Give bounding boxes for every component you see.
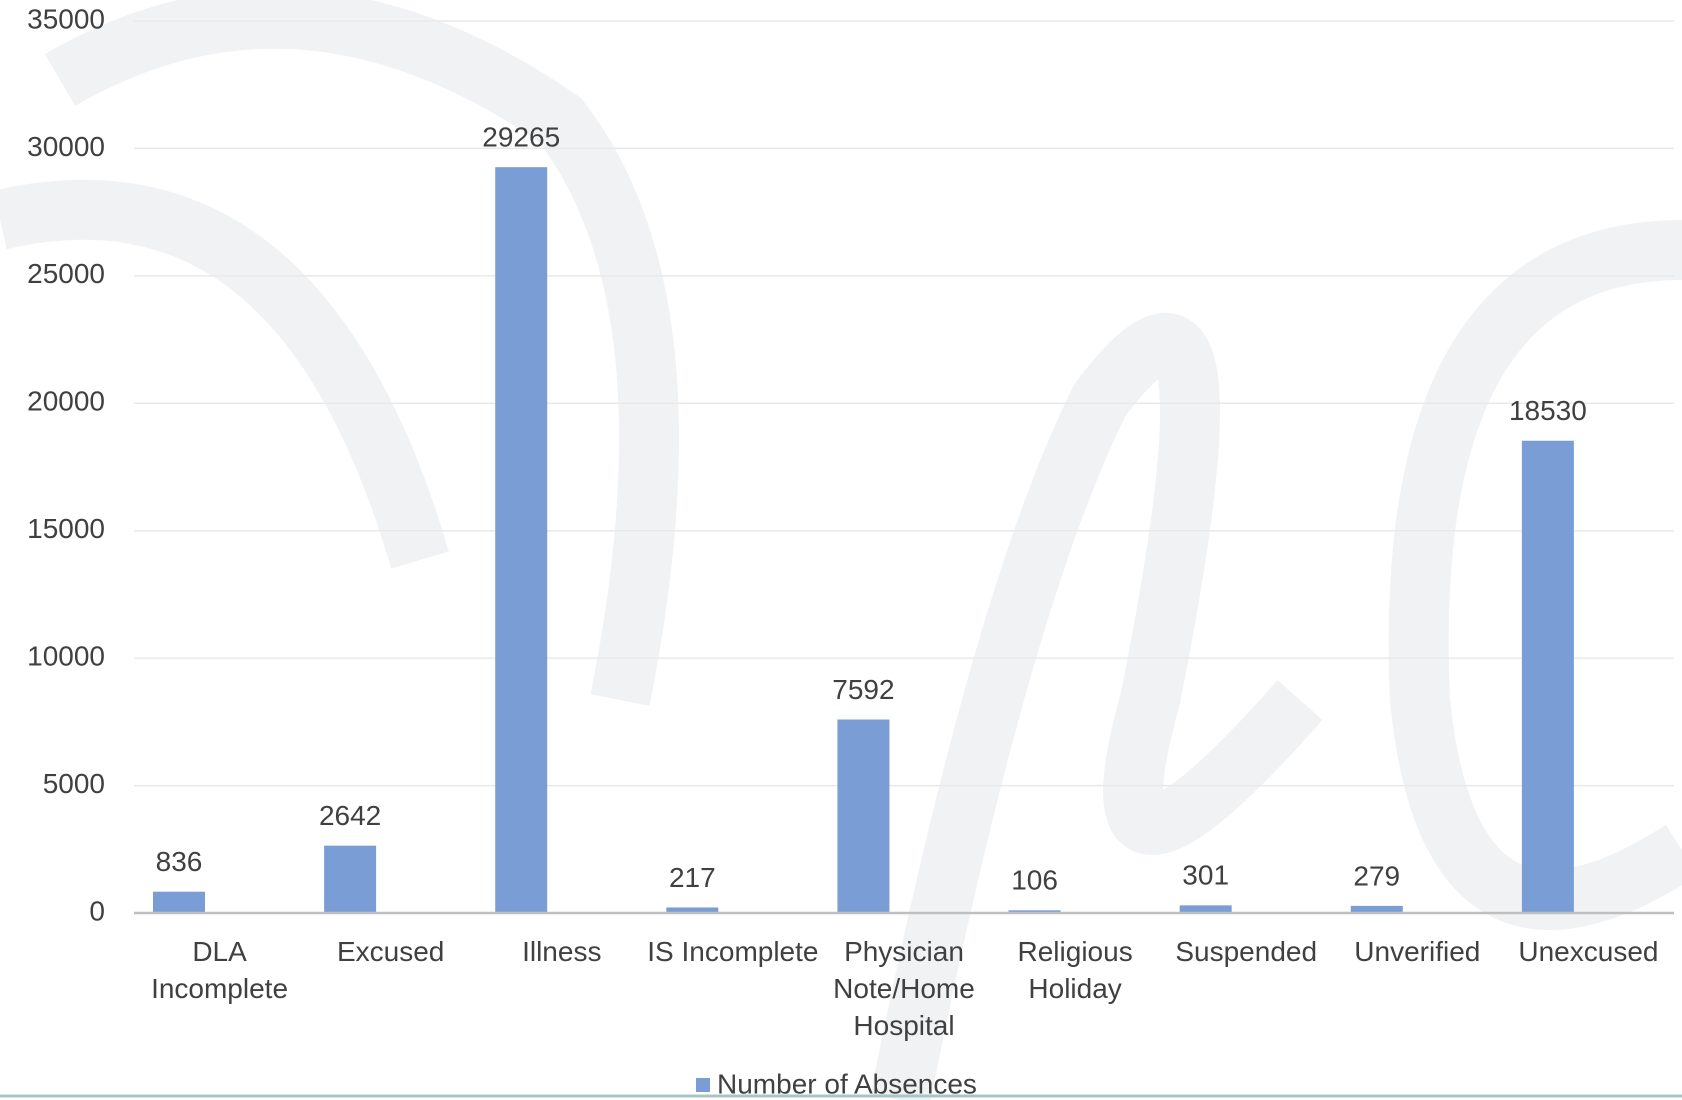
y-tick-label: 35000 xyxy=(27,3,105,34)
data-label: 7592 xyxy=(832,674,894,705)
y-tick-label: 25000 xyxy=(27,258,105,289)
data-label: 217 xyxy=(669,862,716,893)
data-label: 18530 xyxy=(1509,395,1587,426)
legend-swatch xyxy=(696,1078,710,1092)
data-label: 301 xyxy=(1182,860,1229,891)
watermark-stroke xyxy=(0,179,449,569)
x-tick-label: Religious Holiday xyxy=(1017,936,1133,1004)
x-tick-label: Unverified xyxy=(1354,936,1481,967)
y-tick-label: 15000 xyxy=(27,513,105,544)
data-label: 29265 xyxy=(482,122,560,153)
y-tick-label: 5000 xyxy=(43,768,105,799)
bar xyxy=(495,167,548,913)
bar xyxy=(666,907,719,913)
data-label: 2642 xyxy=(319,800,381,831)
bar xyxy=(837,719,890,913)
y-tick-label: 20000 xyxy=(27,386,105,417)
bar xyxy=(153,891,205,913)
bar xyxy=(324,845,377,913)
watermark-stroke xyxy=(44,0,680,706)
y-tick-label: 0 xyxy=(89,895,105,926)
y-tick-label: 10000 xyxy=(27,641,105,672)
bar xyxy=(1521,440,1574,913)
bar xyxy=(1350,905,1403,913)
x-tick-label: Excused xyxy=(336,936,445,967)
x-tick-label: Suspended xyxy=(1175,936,1318,967)
data-label: 279 xyxy=(1353,860,1400,891)
x-tick-label: Illness xyxy=(522,936,602,967)
bar xyxy=(1179,905,1232,913)
y-tick-label: 30000 xyxy=(27,131,105,162)
legend-label: Number of Absences xyxy=(717,1068,977,1099)
x-tick-label: Unexcused xyxy=(1518,936,1659,967)
x-tick-label: DLA Incomplete xyxy=(151,936,289,1004)
data-label: 106 xyxy=(1011,865,1058,896)
data-label: 836 xyxy=(156,846,203,877)
x-tick-label: IS Incomplete xyxy=(647,936,819,967)
x-tick-label: Physician Note/Home Hospital xyxy=(833,936,975,1041)
bar xyxy=(1008,910,1061,913)
watermark-stroke xyxy=(870,313,1323,1100)
